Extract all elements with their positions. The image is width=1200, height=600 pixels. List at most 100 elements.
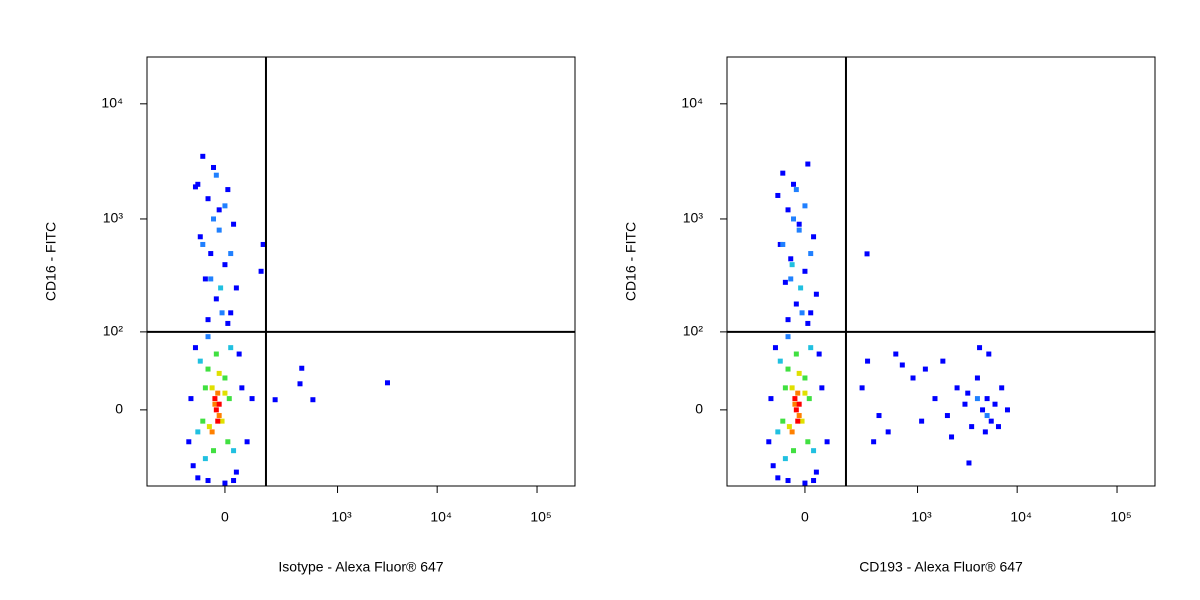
event-dot	[770, 463, 776, 469]
plot-frame	[146, 56, 576, 487]
event-dot	[260, 241, 266, 247]
event-dot	[795, 418, 801, 424]
event-dot	[780, 170, 786, 176]
event-dot	[859, 385, 865, 391]
event-dot	[813, 469, 819, 475]
event-dot	[272, 397, 278, 403]
event-dot	[785, 478, 791, 484]
event-dot	[949, 434, 955, 440]
event-dot	[222, 480, 228, 486]
x-tick-label: 10³	[911, 509, 932, 525]
event-dot	[940, 358, 946, 364]
event-dot	[216, 207, 222, 213]
event-dot	[813, 291, 819, 297]
event-dot	[211, 216, 217, 222]
event-dot	[966, 460, 972, 466]
event-dot	[222, 262, 228, 268]
event-dot	[796, 221, 802, 227]
event-dot	[795, 390, 801, 396]
y-axis-label: CD16 - FITC	[623, 222, 639, 301]
event-dot	[215, 390, 221, 396]
event-dot	[231, 448, 237, 454]
event-dot	[233, 285, 239, 291]
event-dot	[213, 351, 219, 357]
event-dot	[209, 429, 215, 435]
event-dot	[954, 385, 960, 391]
event-dot	[766, 439, 772, 445]
event-dot	[202, 276, 208, 282]
event-dot	[1004, 407, 1010, 413]
event-dot	[202, 456, 208, 462]
event-dot	[802, 375, 808, 381]
event-dot	[899, 362, 905, 368]
event-dot	[228, 345, 234, 351]
event-dot	[777, 241, 783, 247]
event-dot	[205, 317, 211, 323]
event-dot	[775, 192, 781, 198]
event-dot	[213, 172, 219, 178]
event-dot	[211, 448, 217, 454]
event-dot	[225, 320, 231, 326]
event-dot	[186, 439, 192, 445]
event-dot	[780, 241, 786, 247]
event-dot	[785, 207, 791, 213]
event-dot	[999, 385, 1005, 391]
event-dot	[789, 262, 795, 268]
event-dot	[195, 429, 201, 435]
event-dot	[811, 234, 817, 240]
event-dot	[233, 469, 239, 475]
event-dot	[995, 424, 1001, 430]
event-dot	[864, 251, 870, 257]
x-tick-label: 10³	[331, 509, 352, 525]
y-tick-label: 10⁴	[681, 95, 703, 111]
event-dot	[793, 301, 799, 307]
event-dot	[216, 227, 222, 233]
event-dot	[796, 401, 802, 407]
event-dot	[225, 187, 231, 193]
event-dot	[219, 310, 225, 316]
event-dot	[919, 418, 925, 424]
event-dot	[775, 475, 781, 481]
event-dot	[768, 396, 774, 402]
event-dot	[190, 463, 196, 469]
event-dot	[208, 276, 214, 282]
event-dot	[226, 396, 232, 402]
event-dot	[793, 187, 799, 193]
event-dot	[384, 380, 390, 386]
event-dot	[969, 424, 975, 430]
x-tick-label: 10⁴	[430, 509, 452, 525]
event-dot	[239, 385, 245, 391]
event-dot	[222, 375, 228, 381]
y-tick-label: 10³	[103, 210, 124, 226]
event-dot	[988, 418, 994, 424]
event-dot	[786, 424, 792, 430]
event-dot	[782, 279, 788, 285]
event-dot	[824, 439, 830, 445]
event-dot	[876, 413, 882, 419]
event-dot	[782, 385, 788, 391]
event-dot	[910, 375, 916, 381]
event-dot	[231, 221, 237, 227]
event-dot	[785, 317, 791, 323]
event-dot	[984, 413, 990, 419]
event-dot	[788, 276, 794, 282]
event-dot	[772, 345, 778, 351]
y-tick-label: 10²	[683, 323, 704, 339]
event-dot	[792, 396, 798, 402]
event-dot	[231, 478, 237, 484]
event-dot	[980, 407, 986, 413]
event-dot	[222, 203, 228, 209]
event-dot	[811, 478, 817, 484]
event-dot	[200, 418, 206, 424]
event-dot	[791, 216, 797, 222]
event-dot	[974, 375, 980, 381]
event-dot	[206, 424, 212, 430]
event-dot	[222, 390, 228, 396]
event-dot	[796, 370, 802, 376]
event-dot	[188, 396, 194, 402]
event-dot	[802, 268, 808, 274]
event-dot	[819, 385, 825, 391]
x-tick-label: 10⁵	[530, 509, 551, 525]
event-dot	[799, 310, 805, 316]
